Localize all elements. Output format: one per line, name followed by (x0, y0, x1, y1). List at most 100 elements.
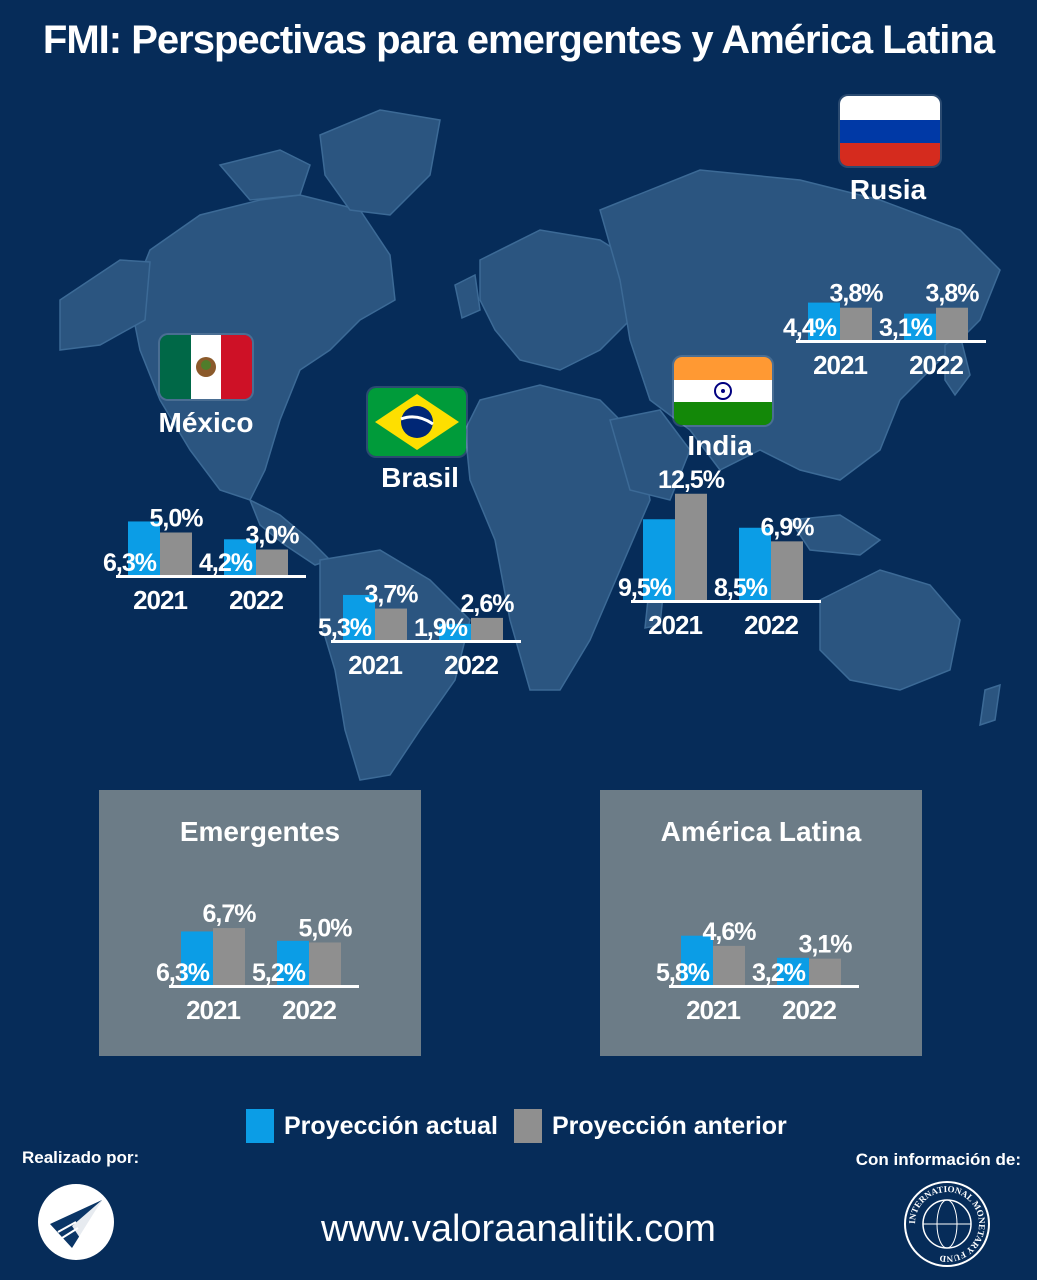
mexico-tick-2021: 2021 (133, 585, 187, 615)
mexico-label-actual-2021: 6,3% (103, 549, 157, 577)
brasil-label-anterior-2022: 2,6% (461, 590, 515, 618)
brazil-label: Brasil (381, 462, 459, 493)
mexico-bar-anterior-2022 (256, 549, 288, 575)
america-latina-bar-actual-2022 (777, 957, 809, 985)
india-bar-anterior-2021 (675, 493, 707, 600)
mexico-bar-actual-2022 (224, 539, 256, 575)
legend-label-anterior: Proyección anterior (551, 1111, 787, 1140)
emergentes-chart-svg: 6,3% 6,7% 2021 5,2% 5,0% 2022 (156, 900, 359, 1025)
europe-shape (479, 229, 641, 371)
america-latina-title: América Latina (660, 816, 862, 847)
america-latina-bar-actual-2021 (681, 935, 713, 985)
brasil-bar-anterior-2021 (375, 608, 407, 640)
rusia-bar-anterior-2021 (840, 307, 872, 340)
rusia-bar-actual-2021 (808, 302, 840, 340)
legend-item-anterior: Proyección anterior (513, 1109, 787, 1143)
rusia-bar-actual-2022 (904, 313, 936, 340)
alaska-shape (59, 259, 151, 351)
brasil-bar-anterior-2022 (471, 617, 503, 640)
emergentes-title: Emergentes (179, 816, 341, 847)
emergentes-tick-2021: 2021 (186, 995, 240, 1025)
info-from-label: Con información de: (855, 1150, 1021, 1169)
america-latina-tick-2021: 2021 (686, 995, 740, 1025)
brazil-flag-icon (368, 388, 466, 456)
brazil-chart: 5,3% 3,7% 2021 1,9% 2,6% 2022 (295, 505, 535, 695)
imf-seal-icon: INTERNATIONAL MONETARY FUND (903, 1180, 991, 1268)
russia-chart: 4,4% 3,8% 2021 3,1% 3,8% 2022 (760, 205, 1000, 395)
uk-shape (454, 273, 481, 320)
mexico-chart: 6,3% 5,0% 2021 4,2% 3,0% 2022 (80, 440, 320, 630)
mexico-label-actual-2022: 4,2% (199, 549, 253, 577)
mexico-chart-svg: 6,3% 5,0% 2021 4,2%3,0% 2022 (103, 505, 306, 615)
america-latina-label-actual-2021: 5,8% (656, 959, 710, 987)
emergentes-bar-actual-2021 (181, 931, 213, 985)
rusia-tick-2021: 2021 (813, 350, 867, 380)
emergentes-label-anterior-2021: 6,7% (203, 900, 257, 928)
new-zealand-shape (979, 683, 1001, 727)
emergentes-bar-anterior-2021 (213, 928, 245, 985)
india-label-anterior-2021: 12,5% (658, 466, 725, 494)
mexico-tick-2022: 2022 (229, 585, 283, 615)
legend: Proyección actual Proyección anterior (246, 1108, 803, 1144)
rusia-bar-anterior-2022 (936, 307, 968, 340)
brasil-tick-2022: 2022 (444, 650, 498, 680)
india-label-actual-2021: 9,5% (618, 574, 672, 602)
arabia-shape (609, 409, 691, 501)
mexico-flag-icon (160, 335, 252, 399)
legend-swatch-actual (246, 1109, 274, 1143)
india-bar-anterior-2022 (771, 541, 803, 600)
page-title: FMI: Perspectivas para emergentes y Amér… (42, 18, 995, 62)
mexico-bar-anterior-2021 (160, 532, 192, 575)
mexico-bar-actual-2021 (128, 521, 160, 575)
australia-shape (819, 569, 961, 691)
rusia-tick-2022: 2022 (909, 350, 963, 380)
emergentes-label-anterior-2022: 5,0% (299, 915, 353, 943)
india-bar-actual-2022 (739, 527, 771, 600)
emergentes-label-actual-2022: 5,2% (252, 959, 306, 987)
emergentes-label-actual-2021: 6,3% (156, 959, 210, 987)
russia-flag-icon (840, 96, 940, 166)
india-tick-2022: 2022 (744, 610, 798, 640)
america-latina-chart-svg: 5,8% 4,6% 2021 3,2%3,1% 2022 (656, 918, 859, 1025)
valora-analitik-logo-icon (36, 1182, 116, 1262)
america-latina-bar-anterior-2022 (809, 958, 841, 985)
brasil-label-actual-2022: 1,9% (414, 614, 468, 642)
brasil-bar-actual-2021 (343, 594, 375, 640)
brasil-chart-svg: 5,3% 3,7% 2021 1,9%2,6% 2022 (318, 581, 521, 680)
africa-shape (464, 384, 651, 691)
greenland-shape (319, 109, 441, 216)
america-latina-panel: América Latina (600, 790, 922, 1056)
india-label-actual-2022: 8,5% (714, 574, 768, 602)
emergentes-tick-2022: 2022 (282, 995, 336, 1025)
india-label: India (687, 430, 753, 461)
india-tick-2021: 2021 (648, 610, 702, 640)
rusia-chart-svg: 4,4% 3,8% 2021 3,1% 3,8% 2022 (783, 280, 986, 380)
legend-item-actual: Proyección actual (246, 1109, 498, 1143)
america-latina-chart: 5,8% 4,6% 2021 3,2% 3,1% 2022 (633, 850, 873, 1040)
rusia-label-anterior-2022: 3,8% (926, 280, 980, 308)
emergentes-chart: 6,3% 6,7% 2021 5,2% 5,0% 2022 (133, 850, 373, 1040)
america-latina-bar-anterior-2021 (713, 945, 745, 985)
legend-label-actual: Proyección actual (284, 1111, 498, 1140)
russia-label: Rusia (849, 174, 927, 205)
legend-swatch-anterior (513, 1109, 542, 1143)
rusia-label-actual-2022: 3,1% (879, 314, 933, 342)
made-by-label: Realizado por: (22, 1148, 140, 1167)
website-link[interactable]: www.valoraanalitik.com (321, 1208, 716, 1250)
india-bar-actual-2021 (643, 519, 675, 600)
canada-islands-shape (218, 149, 311, 201)
india-label-anterior-2022: 6,9% (761, 513, 815, 541)
brasil-label-anterior-2021: 3,7% (365, 581, 419, 609)
brasil-bar-actual-2022 (439, 623, 471, 640)
india-flag-icon (674, 357, 772, 425)
emergentes-bar-actual-2022 (277, 940, 309, 985)
india-chart-svg: 9,5% 12,5% 2021 8,5% 6,9% 2022 (618, 466, 821, 640)
brasil-tick-2021: 2021 (348, 650, 402, 680)
brasil-label-actual-2021: 5,3% (318, 614, 372, 642)
mexico-label-anterior-2022: 3,0% (246, 522, 300, 550)
indonesia-shape (788, 514, 882, 556)
america-latina-label-actual-2022: 3,2% (752, 959, 806, 987)
rusia-label-anterior-2021: 3,8% (830, 280, 884, 308)
emergentes-panel: Emergentes (99, 790, 421, 1056)
